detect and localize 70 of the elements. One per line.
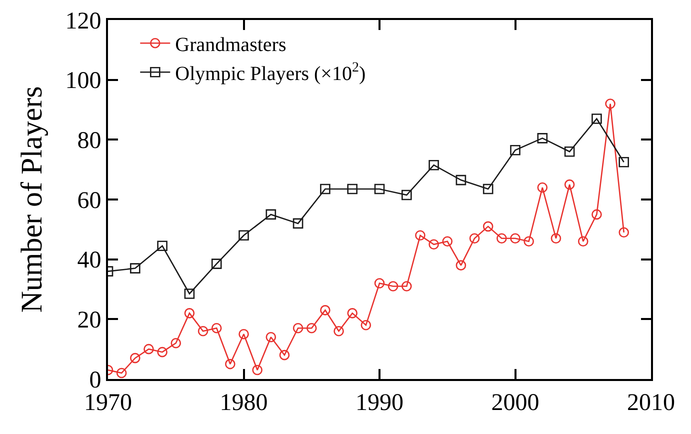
point xyxy=(238,230,249,241)
point xyxy=(116,368,127,378)
point xyxy=(225,358,236,370)
point xyxy=(374,278,385,288)
point xyxy=(550,233,562,244)
y-tick-label: 120 xyxy=(65,8,102,34)
point xyxy=(130,263,140,274)
point xyxy=(578,236,588,247)
point xyxy=(144,344,154,354)
x-tick-label: 1980 xyxy=(220,390,268,416)
y-axis-title: Number of Players xyxy=(16,86,49,313)
point xyxy=(320,184,330,194)
x-tick-label: 2010 xyxy=(627,390,675,416)
point xyxy=(252,364,262,376)
y-tick-label: 40 xyxy=(77,248,102,274)
point xyxy=(157,240,168,252)
point xyxy=(292,218,304,229)
point xyxy=(198,326,208,336)
point xyxy=(360,320,372,330)
point xyxy=(428,160,439,170)
point xyxy=(347,184,358,194)
point xyxy=(524,236,534,247)
point xyxy=(456,174,466,186)
point xyxy=(469,233,480,244)
point xyxy=(292,322,304,334)
point xyxy=(564,146,575,157)
point xyxy=(415,230,426,241)
point xyxy=(184,288,195,299)
legend-label: Grandmasters xyxy=(175,34,286,56)
point xyxy=(157,346,168,358)
point xyxy=(618,156,629,168)
x-tick-label: 1990 xyxy=(356,390,404,416)
point xyxy=(334,326,344,336)
point xyxy=(482,184,494,194)
point xyxy=(347,308,358,318)
point xyxy=(592,209,602,220)
point xyxy=(211,258,222,269)
point xyxy=(306,322,317,334)
point xyxy=(496,233,507,244)
point xyxy=(482,221,494,232)
y-tick-label: 80 xyxy=(77,128,102,154)
point xyxy=(537,182,548,193)
point xyxy=(238,328,249,340)
y-tick-label: 20 xyxy=(77,308,102,334)
point xyxy=(592,114,602,124)
point xyxy=(388,281,398,292)
point xyxy=(618,227,629,238)
point xyxy=(402,281,412,292)
point xyxy=(211,322,222,334)
y-tick-label: 100 xyxy=(65,68,102,94)
y-tick-label: 60 xyxy=(77,188,102,214)
point xyxy=(266,332,276,342)
point xyxy=(170,338,182,348)
point xyxy=(564,179,575,190)
point xyxy=(130,352,140,364)
x-tick-label: 2000 xyxy=(491,390,540,416)
point xyxy=(320,305,330,316)
point xyxy=(184,308,195,318)
legend-label: Olympic Players (×10$^{2}$) xyxy=(175,60,366,85)
point xyxy=(456,260,466,270)
point xyxy=(510,144,520,156)
point xyxy=(537,133,548,144)
point xyxy=(266,209,276,220)
point xyxy=(374,184,385,194)
point xyxy=(442,236,453,247)
point xyxy=(279,350,290,360)
point xyxy=(428,239,439,250)
point xyxy=(510,233,520,244)
point xyxy=(605,98,616,109)
point xyxy=(402,190,412,200)
